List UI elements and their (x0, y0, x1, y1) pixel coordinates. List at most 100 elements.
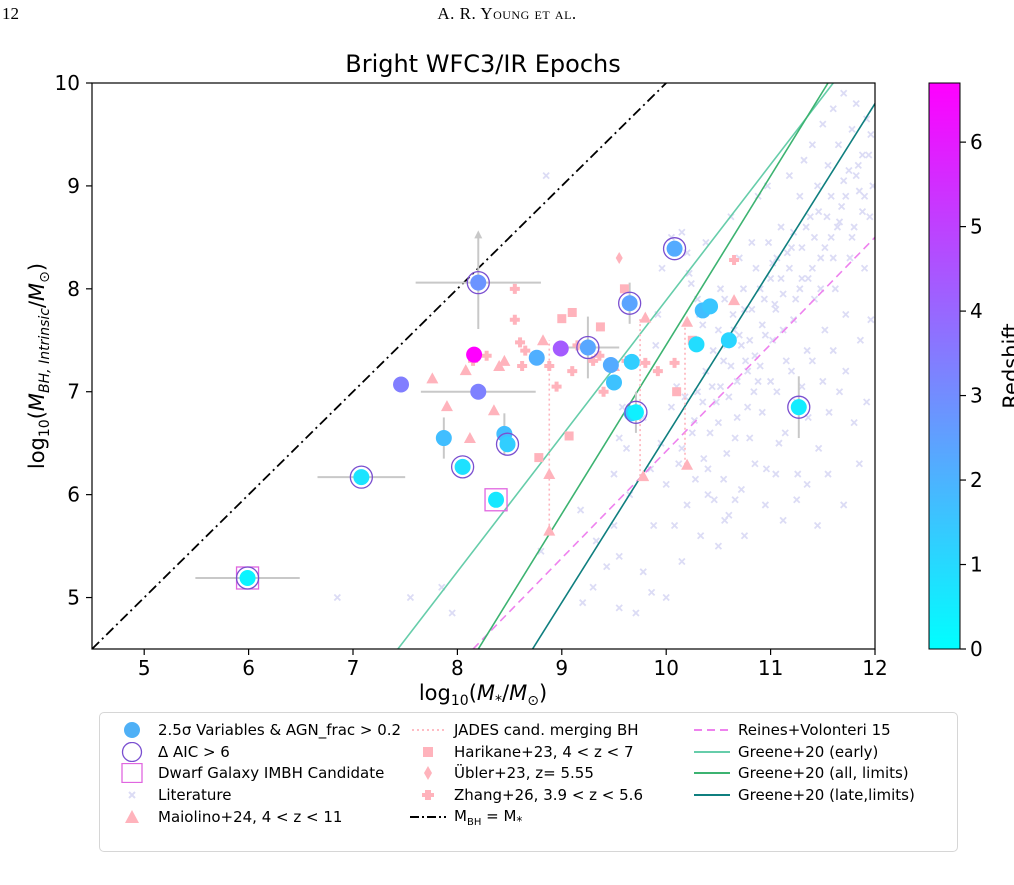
zhang-point (509, 283, 520, 294)
literature-point (733, 413, 741, 422)
y-tick-label: 7 (67, 380, 80, 404)
literature-point (731, 434, 739, 442)
legend-item-harikane: Harikane+23, 4 < z < 7 (408, 741, 643, 763)
literature-point (762, 465, 771, 473)
harikane-point (672, 387, 682, 397)
variable-point (435, 430, 452, 447)
dotted-line-icon (412, 728, 444, 731)
variable-point (666, 240, 683, 257)
legend-item-zhang: Zhang+26, 3.9 < z < 5.6 (408, 784, 643, 806)
y-axis-label: log10(MBH, Intrinsic/M⊙) (25, 263, 53, 469)
literature-point (751, 460, 759, 468)
literature-point (756, 362, 764, 370)
aic-ring (787, 395, 811, 419)
maiolino-point (681, 458, 694, 470)
literature-point (761, 331, 770, 339)
literature-point (662, 593, 670, 602)
literature-point (855, 187, 863, 195)
variable-point (488, 491, 505, 508)
line-icon (694, 750, 730, 753)
literature-point (779, 290, 787, 298)
harikane-point (557, 314, 567, 324)
literature-point (842, 192, 850, 200)
variable-point (552, 340, 569, 357)
literature-point (737, 341, 746, 350)
variable-point (606, 374, 622, 391)
colorbar (928, 82, 961, 650)
literature-point (823, 213, 831, 221)
literature-point (700, 454, 708, 463)
x-tick-label: 12 (862, 656, 887, 680)
literature-point (647, 588, 656, 597)
harikane-point (595, 322, 605, 332)
legend: 2.5σ Variables & AGN_frac > 0.2 Δ AIC > … (99, 712, 958, 852)
literature-point (675, 460, 683, 468)
variable-point (353, 469, 370, 486)
literature-point (639, 568, 647, 576)
dashed-line-icon (694, 728, 730, 731)
colorbar-tick-label: 3 (970, 384, 983, 408)
literature-point (779, 516, 787, 525)
zhang-point (567, 366, 578, 377)
literature-point (746, 336, 754, 344)
literature-point (714, 542, 723, 550)
dwarf-candidate-box (484, 488, 508, 512)
literature-point (691, 475, 700, 483)
literature-point (632, 609, 640, 617)
plus-marker-icon (422, 790, 434, 801)
square-marker-icon (423, 746, 433, 757)
literature-point (716, 382, 725, 391)
diamond-marker-icon (424, 766, 432, 781)
variable-marker-icon (124, 721, 140, 738)
literature-point (721, 295, 729, 303)
variable-point (466, 346, 483, 363)
colorbar-tick-label: 6 (970, 130, 983, 154)
literature-point (840, 89, 848, 97)
literature-point (690, 416, 699, 425)
literature-point (741, 357, 750, 365)
zhang-point (594, 350, 605, 361)
literature-point (779, 326, 787, 334)
variable-point (702, 298, 719, 315)
literature-point (783, 249, 791, 257)
literature-point (793, 496, 801, 504)
maiolino-point (463, 432, 476, 444)
aic-ring (349, 465, 374, 489)
colorbar-tick-label: 0 (970, 637, 983, 661)
variable-point (499, 436, 516, 453)
legend-item-greene-all: Greene+20 (all, limits) (692, 763, 915, 785)
literature-point (824, 161, 832, 169)
literature-point (852, 171, 860, 180)
literature-point (610, 470, 618, 478)
literature-point (854, 161, 862, 169)
literature-point (808, 357, 816, 365)
literature-point (785, 264, 794, 272)
literature-point (704, 490, 712, 499)
maiolino-point (543, 468, 556, 480)
literature-point (769, 336, 777, 344)
literature-point (787, 367, 796, 375)
aic-ring (576, 335, 600, 360)
literature-point (821, 244, 829, 252)
literature-point (863, 398, 871, 406)
literature-point (829, 346, 837, 355)
aic-ring (495, 432, 520, 456)
colorbar-tick-label: 4 (970, 299, 983, 323)
literature-point (615, 434, 623, 442)
literature-point (825, 408, 833, 416)
literature-point (810, 233, 819, 242)
y-tick-label: 6 (67, 483, 80, 507)
literature-point (806, 213, 814, 221)
zhang-point (520, 345, 531, 356)
literature-point (758, 408, 766, 416)
literature-point (766, 377, 775, 386)
literature-point (448, 609, 456, 617)
harikane-point (619, 284, 629, 294)
literature-point (829, 254, 837, 262)
variable-point (627, 404, 644, 421)
literature-point (667, 403, 676, 411)
literature-point (867, 130, 875, 139)
literature-point (837, 202, 846, 211)
literature-point (740, 532, 749, 540)
literature-point (814, 444, 823, 452)
